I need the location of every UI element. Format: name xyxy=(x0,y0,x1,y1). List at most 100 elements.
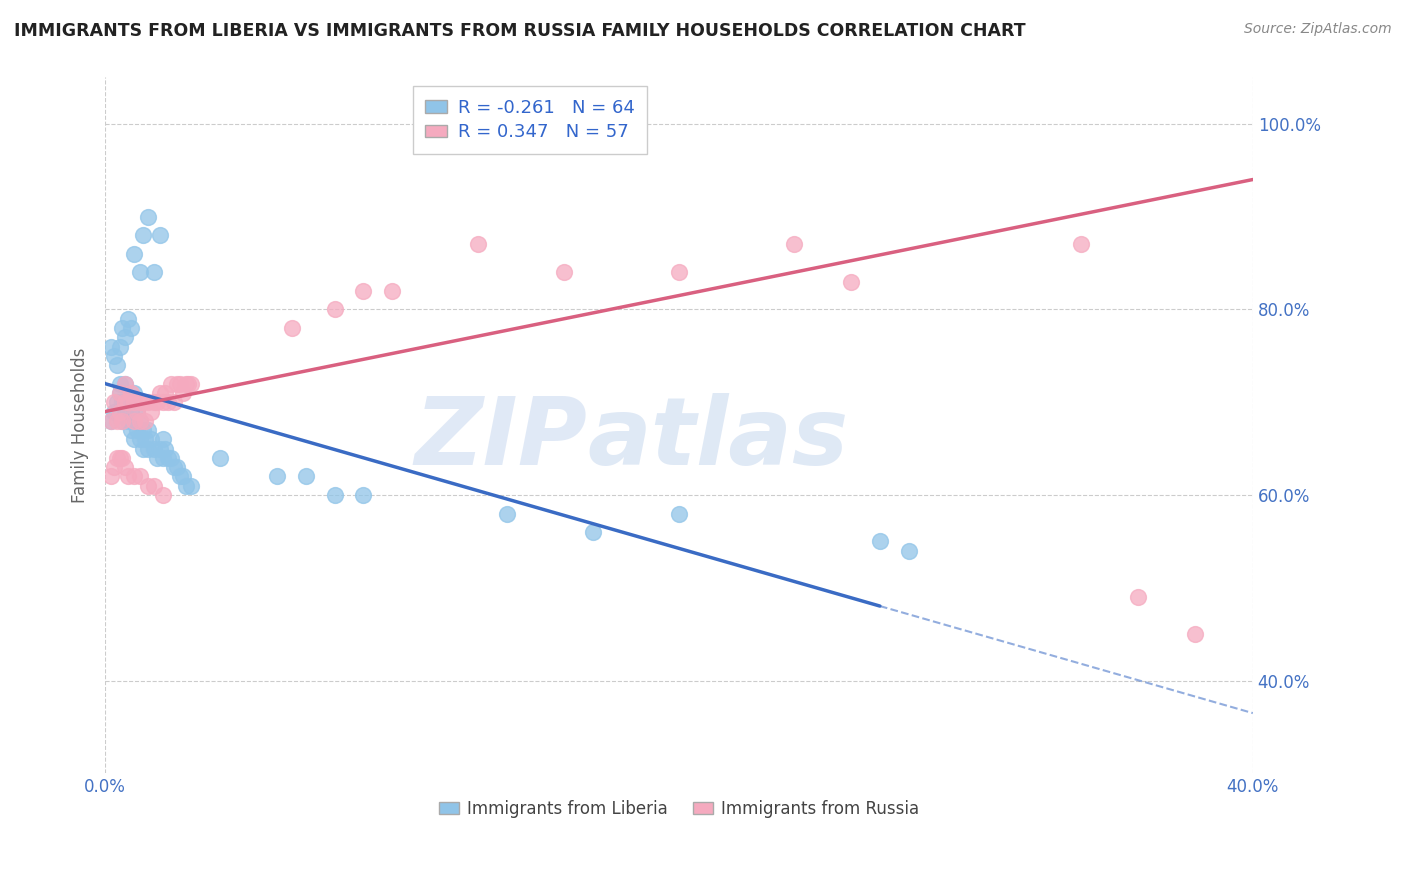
Point xyxy=(114,376,136,391)
Point xyxy=(117,395,139,409)
Point xyxy=(108,404,131,418)
Point xyxy=(136,423,159,437)
Point xyxy=(582,525,605,540)
Point xyxy=(131,228,153,243)
Point xyxy=(131,395,153,409)
Point xyxy=(163,395,186,409)
Point xyxy=(177,376,200,391)
Point xyxy=(114,330,136,344)
Point xyxy=(149,386,172,401)
Point xyxy=(783,237,806,252)
Point xyxy=(1126,590,1149,604)
Point xyxy=(143,479,166,493)
Point xyxy=(108,450,131,465)
Point xyxy=(155,442,177,456)
Point xyxy=(136,210,159,224)
Point xyxy=(1070,237,1092,252)
Point xyxy=(352,488,374,502)
Point xyxy=(122,395,145,409)
Point xyxy=(160,450,183,465)
Point xyxy=(105,358,128,372)
Point xyxy=(111,414,134,428)
Point xyxy=(266,469,288,483)
Point xyxy=(108,386,131,401)
Point xyxy=(172,386,194,401)
Point xyxy=(553,265,575,279)
Point xyxy=(128,414,150,428)
Point xyxy=(114,460,136,475)
Point xyxy=(122,386,145,401)
Point xyxy=(146,450,169,465)
Point xyxy=(120,423,142,437)
Point xyxy=(120,321,142,335)
Point xyxy=(103,460,125,475)
Point xyxy=(108,340,131,354)
Point xyxy=(128,395,150,409)
Point xyxy=(128,265,150,279)
Point xyxy=(152,488,174,502)
Point xyxy=(122,469,145,483)
Point xyxy=(122,414,145,428)
Point xyxy=(152,395,174,409)
Point xyxy=(152,433,174,447)
Point xyxy=(668,507,690,521)
Point xyxy=(163,460,186,475)
Point xyxy=(169,376,191,391)
Point xyxy=(295,469,318,483)
Point xyxy=(128,469,150,483)
Point xyxy=(108,386,131,401)
Point xyxy=(467,237,489,252)
Point xyxy=(125,404,148,418)
Point xyxy=(100,414,122,428)
Point xyxy=(117,395,139,409)
Legend: Immigrants from Liberia, Immigrants from Russia: Immigrants from Liberia, Immigrants from… xyxy=(432,793,927,824)
Point xyxy=(157,450,180,465)
Point xyxy=(166,460,188,475)
Point xyxy=(136,479,159,493)
Point xyxy=(117,311,139,326)
Point xyxy=(103,404,125,418)
Point xyxy=(172,469,194,483)
Point xyxy=(1184,627,1206,641)
Point xyxy=(166,376,188,391)
Point xyxy=(122,414,145,428)
Point xyxy=(136,442,159,456)
Point xyxy=(100,414,122,428)
Point xyxy=(323,488,346,502)
Point xyxy=(111,450,134,465)
Point xyxy=(381,284,404,298)
Point xyxy=(114,376,136,391)
Point xyxy=(105,395,128,409)
Point xyxy=(111,414,134,428)
Point xyxy=(157,395,180,409)
Point xyxy=(100,340,122,354)
Point xyxy=(105,450,128,465)
Point xyxy=(120,404,142,418)
Point xyxy=(155,386,177,401)
Point xyxy=(120,386,142,401)
Point xyxy=(143,265,166,279)
Point xyxy=(149,442,172,456)
Point xyxy=(100,469,122,483)
Point xyxy=(143,442,166,456)
Point xyxy=(117,414,139,428)
Point xyxy=(108,376,131,391)
Point xyxy=(128,433,150,447)
Y-axis label: Family Households: Family Households xyxy=(72,348,89,503)
Point xyxy=(131,442,153,456)
Point xyxy=(496,507,519,521)
Point xyxy=(146,395,169,409)
Point xyxy=(139,433,162,447)
Point xyxy=(869,534,891,549)
Point xyxy=(180,479,202,493)
Point xyxy=(111,395,134,409)
Point xyxy=(134,414,156,428)
Point xyxy=(114,395,136,409)
Point xyxy=(174,376,197,391)
Text: Source: ZipAtlas.com: Source: ZipAtlas.com xyxy=(1244,22,1392,37)
Point xyxy=(125,404,148,418)
Point xyxy=(131,423,153,437)
Point xyxy=(143,395,166,409)
Point xyxy=(128,414,150,428)
Point xyxy=(180,376,202,391)
